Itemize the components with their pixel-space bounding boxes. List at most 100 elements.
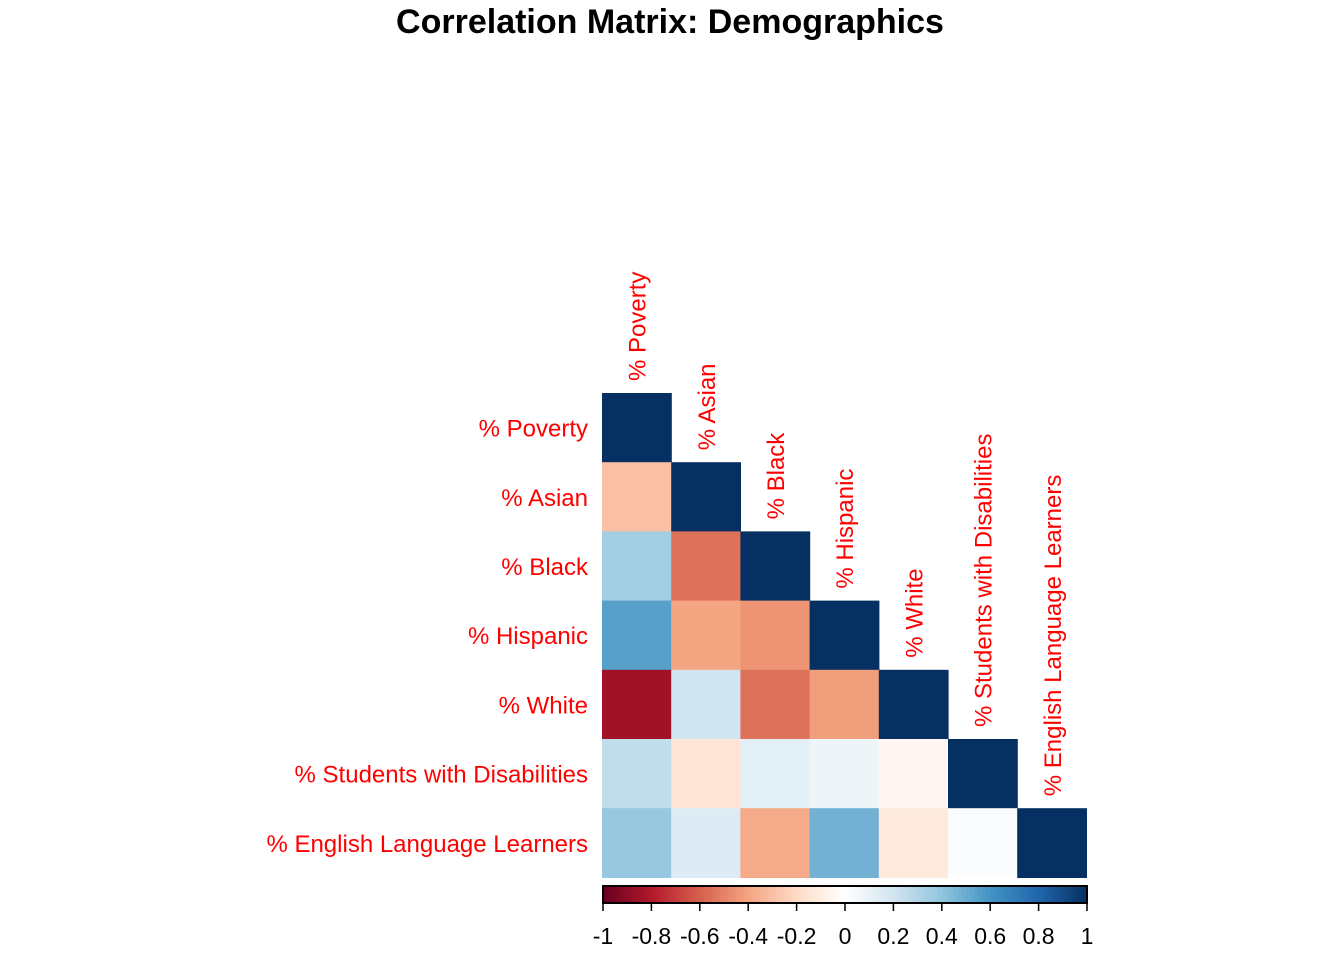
colorbar-segment: [603, 886, 608, 903]
colorbar-segment: [683, 886, 689, 903]
colorbar-segment: [804, 886, 810, 903]
colorbar-segment: [800, 886, 806, 903]
colorbar-segment: [788, 886, 794, 903]
colorbar-tick-label: 1: [1081, 923, 1094, 949]
column-label: % English Language Learners: [1040, 475, 1067, 797]
colorbar-segment: [978, 886, 983, 903]
heatmap-cell: [740, 808, 811, 878]
colorbar-segment: [631, 886, 636, 903]
row-label: % Asian: [501, 485, 588, 512]
heatmap-cell: [809, 739, 880, 809]
heatmap-cell: [602, 393, 672, 463]
colorbar-segment: [905, 886, 911, 903]
colorbar-segment: [619, 886, 624, 903]
colorbar-segment: [1078, 886, 1084, 903]
colorbar-segment: [707, 886, 713, 903]
heatmap-cell: [878, 808, 949, 878]
colorbar-segment: [873, 886, 878, 903]
colorbar-segment: [893, 886, 899, 903]
colorbar-segment: [909, 886, 915, 903]
heatmap-cell: [671, 739, 741, 809]
colorbar-segment: [945, 886, 951, 903]
colorbar-segment: [840, 886, 846, 903]
heatmap-cell: [671, 600, 741, 671]
heatmap-cell: [948, 739, 1018, 809]
colorbar-segment: [732, 886, 737, 903]
colorbar-segment: [1070, 886, 1076, 903]
colorbar-segment: [691, 886, 697, 903]
colorbar-segment: [643, 886, 648, 903]
column-labels: % Poverty % Asian % Black % Hispanic % White…: [625, 272, 1067, 797]
colorbar-segment: [623, 886, 628, 903]
colorbar-segment: [671, 886, 677, 903]
colorbar-segment: [974, 886, 979, 903]
column-label: % Hispanic: [832, 469, 859, 589]
heatmap-cell: [740, 739, 811, 809]
colorbar-segment: [796, 886, 802, 903]
row-label: % Black: [501, 554, 589, 581]
colorbar-segment: [1006, 886, 1011, 903]
colorbar-tick-label: 0.8: [1023, 923, 1055, 949]
column-label: % Asian: [694, 363, 721, 450]
colorbar-segment: [885, 886, 890, 903]
colorbar-segment: [711, 886, 717, 903]
colorbar-segment: [784, 886, 790, 903]
colorbar-segment: [679, 886, 685, 903]
colorbar-segment: [627, 886, 632, 903]
colorbar-segment: [937, 886, 943, 903]
heatmap-cell: [809, 808, 880, 878]
colorbar-tick-label: 0.6: [974, 923, 1006, 949]
colorbar-segment: [816, 886, 822, 903]
colorbar-segment: [861, 886, 866, 903]
colorbar-segment: [953, 886, 959, 903]
colorbar-segment: [1034, 886, 1040, 903]
colorbar-segment: [933, 886, 939, 903]
colorbar-tick-label: -0.8: [632, 923, 672, 949]
colorbar-segment: [699, 886, 705, 903]
colorbar-segment: [740, 886, 745, 903]
colorbar-segment: [611, 886, 616, 903]
colorbar-segment: [1026, 886, 1032, 903]
colorbar-segment: [647, 886, 652, 903]
colorbar-segment: [998, 886, 1003, 903]
colorbar-segment: [675, 886, 681, 903]
colorbar-segment: [744, 886, 749, 903]
heatmap-cells: [602, 393, 1087, 878]
colorbar-segment: [1050, 886, 1056, 903]
heatmap-cell: [602, 600, 672, 671]
colorbar-segment: [780, 886, 786, 903]
colorbar-tick-label: 0: [839, 923, 852, 949]
row-label: % English Language Learners: [266, 831, 588, 858]
colorbar-segment: [929, 886, 935, 903]
colorbar-segment: [772, 886, 778, 903]
colorbar-segment: [736, 886, 741, 903]
colorbar-segment: [897, 886, 903, 903]
row-label: % White: [499, 692, 588, 719]
chart-title: Correlation Matrix: Demographics: [396, 3, 944, 41]
heatmap-cell: [671, 808, 741, 878]
column-label: % Black: [763, 432, 790, 520]
colorbar-segment: [1042, 886, 1048, 903]
colorbar-segment: [703, 886, 709, 903]
heatmap-cell: [878, 739, 949, 809]
heatmap-cell: [878, 669, 949, 740]
heatmap-cell: [602, 531, 672, 602]
colorbar-segment: [1066, 886, 1072, 903]
colorbar-segment: [836, 886, 842, 903]
colorbar-segment: [651, 886, 657, 903]
colorbar-segment: [1054, 886, 1060, 903]
colorbar-tick-label: -0.2: [777, 923, 817, 949]
heatmap-cell: [602, 808, 672, 878]
colorbar-segment: [695, 886, 701, 903]
colorbar-segment: [776, 886, 782, 903]
colorbar-segment: [1030, 886, 1036, 903]
colorbar-segment: [869, 886, 874, 903]
heatmap-cell: [671, 462, 741, 532]
colorbar-segment: [719, 886, 725, 903]
colorbar-segment: [1046, 886, 1052, 903]
colorbar-segment: [756, 886, 761, 903]
colorbar: -1 -0.8 -0.6 -0.4 -0.2 0 0.2 0.4 0.6 0.8 1: [593, 885, 1094, 949]
heatmap-cell: [740, 600, 811, 671]
colorbar-tick-label: -1: [593, 923, 613, 949]
colorbar-segment: [853, 886, 858, 903]
